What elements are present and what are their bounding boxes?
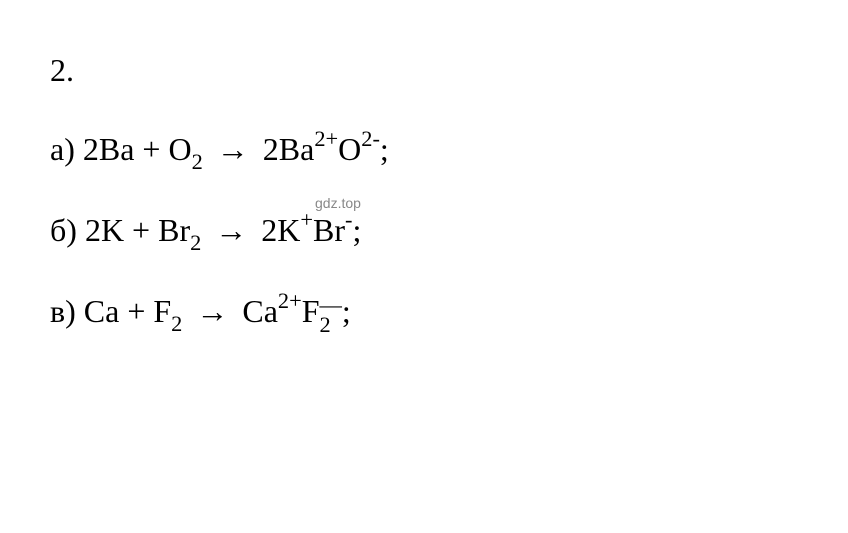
elem-a-2-sub: 2 <box>192 149 203 174</box>
elem-b-1: K <box>101 212 124 248</box>
label-a: а) <box>50 131 75 167</box>
elem-c-2: F <box>153 293 171 329</box>
label-b: б) <box>50 212 77 248</box>
prod-b-2: Br <box>313 212 345 248</box>
prod-a-1-charge: 2+ <box>314 126 338 151</box>
coeff-b-1: 2 <box>85 212 101 248</box>
plus-b: + <box>132 212 150 248</box>
elem-a-1: Ba <box>99 131 135 167</box>
coeff-a-1: 2 <box>83 131 99 167</box>
end-c: ; <box>342 293 351 329</box>
prod-a-1: Ba <box>279 131 315 167</box>
prod-b-2-charge: - <box>345 207 352 232</box>
prod-c-2: F <box>302 293 320 329</box>
prod-a-2: O <box>338 131 361 167</box>
content-wrapper: 2. а) 2Ba + O2 → 2Ba2+O2-; gdz.top б) 2K… <box>50 40 798 344</box>
arrow-c: → <box>196 281 228 342</box>
label-c: в) <box>50 293 76 329</box>
prod-c-1: Ca <box>242 293 278 329</box>
arrow-a: → <box>217 119 249 180</box>
elem-a-2: O <box>168 131 191 167</box>
end-a: ; <box>380 131 389 167</box>
prod-c-1-charge: 2+ <box>278 288 302 313</box>
plus-a: + <box>142 131 160 167</box>
coeff-a-2: 2 <box>263 131 279 167</box>
elem-b-2-sub: 2 <box>190 230 201 255</box>
prod-c-2-sub: 2 <box>320 315 342 335</box>
coeff-b-2: 2 <box>261 212 277 248</box>
equation-line-b: б) 2K + Br2 → 2K+Br-; <box>50 200 798 263</box>
plus-c: + <box>127 293 145 329</box>
prod-b-1: K <box>277 212 300 248</box>
prod-c-2-subsup: —2 <box>320 295 342 335</box>
elem-c-2-sub: 2 <box>171 311 182 336</box>
prod-a-2-charge: 2- <box>361 126 380 151</box>
elem-c-1: Ca <box>84 293 120 329</box>
equation-line-c: в) Ca + F2 → Ca2+F—2; <box>50 281 798 344</box>
elem-b-2: Br <box>158 212 190 248</box>
end-b: ; <box>353 212 362 248</box>
arrow-b: → <box>215 200 247 261</box>
problem-number-text: 2. <box>50 52 74 88</box>
equation-line-a: а) 2Ba + O2 → 2Ba2+O2-; <box>50 119 798 182</box>
prod-b-1-charge: + <box>300 207 313 232</box>
problem-number: 2. <box>50 40 798 101</box>
